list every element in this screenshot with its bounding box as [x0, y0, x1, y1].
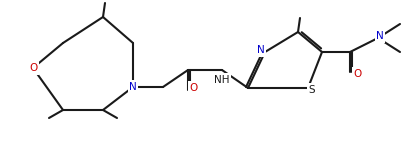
Text: S: S: [308, 85, 315, 95]
Text: O: O: [29, 63, 37, 73]
Text: N: N: [129, 82, 137, 92]
Text: O: O: [190, 83, 198, 93]
Text: N: N: [256, 45, 264, 55]
Text: N: N: [375, 31, 383, 41]
Text: NH: NH: [214, 75, 229, 85]
Text: O: O: [353, 69, 361, 79]
